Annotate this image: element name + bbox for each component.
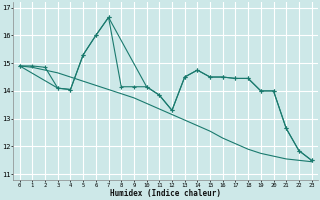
X-axis label: Humidex (Indice chaleur): Humidex (Indice chaleur) [110,189,221,198]
